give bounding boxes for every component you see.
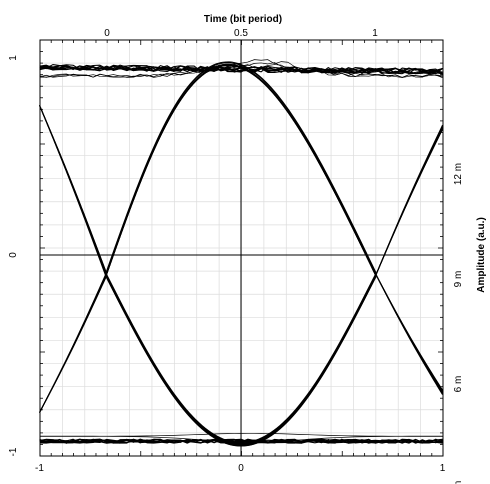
- top-tick-label: 1: [372, 28, 378, 39]
- left-falling-edge-trace: [39, 105, 107, 272]
- right-tick-label: 9 m: [453, 271, 464, 288]
- right-tick-label: 6 m: [453, 376, 464, 393]
- left-tick-label: 0: [8, 252, 19, 258]
- right-tick-label: 12 m: [453, 163, 464, 185]
- top-tick-label: 0: [104, 28, 110, 39]
- left-tick-label: 1: [8, 55, 19, 61]
- top-tick-label: 0.5: [234, 28, 248, 39]
- bottom-tick-label: 1: [440, 463, 446, 474]
- top-axis-title: Time (bit period): [204, 14, 282, 25]
- tick-marks: [39, 39, 444, 457]
- right-rising-edge-trace: [375, 127, 443, 275]
- tick-labels: -1 0 1 0 0.5 1 -1 0 1 3 m 6 m 9 m 12 m: [8, 28, 464, 484]
- left-tick-label: -1: [8, 447, 19, 456]
- bottom-tick-label: 0: [238, 463, 244, 474]
- right-falling-edge-trace: [375, 274, 443, 394]
- right-axis-title: Amplitude (a.u.): [476, 217, 487, 293]
- bottom-tick-label: -1: [35, 463, 44, 474]
- left-rising-edge-trace: [39, 273, 107, 413]
- right-tick-label: 3 m: [453, 481, 464, 484]
